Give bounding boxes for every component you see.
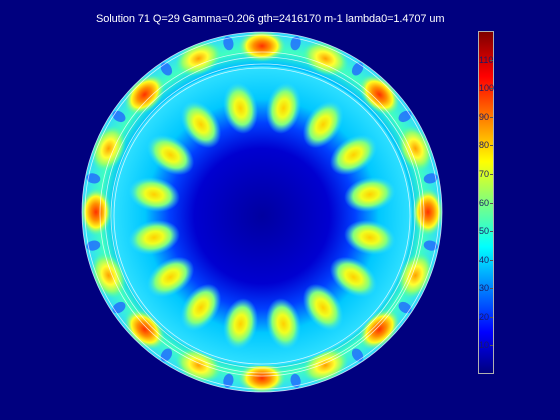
outer-lobe-gap xyxy=(86,240,101,251)
inner-mode-lobe xyxy=(128,220,180,255)
inner-mode-lobe xyxy=(266,298,301,350)
outer-lobe-gap xyxy=(112,301,126,314)
outer-mode-lobe xyxy=(82,188,112,236)
outer-lobe-gap xyxy=(160,348,173,362)
outer-lobe-gap xyxy=(223,373,234,388)
inner-mode-lobe xyxy=(180,283,222,332)
inner-mode-lobe xyxy=(223,298,258,350)
outer-lobe-gap xyxy=(223,36,234,51)
outer-mode-lobe xyxy=(175,41,222,77)
inner-mode-lobe xyxy=(344,220,396,255)
outer-mode-lobe xyxy=(238,32,286,62)
outer-lobe-gap xyxy=(112,110,126,123)
inner-mode-lobe xyxy=(128,177,180,212)
outer-lobe-gap xyxy=(423,173,438,184)
inner-mode-lobe xyxy=(180,100,222,149)
inner-mode-lobe xyxy=(344,177,396,212)
inner-mode-lobe xyxy=(302,100,344,149)
outer-lobe-gap xyxy=(398,301,412,314)
colorbar xyxy=(478,31,494,374)
outer-mode-lobe xyxy=(238,362,286,392)
outer-mode-lobe xyxy=(91,125,127,172)
resonator-disk xyxy=(81,31,443,393)
outer-lobe-gap xyxy=(160,62,173,76)
inner-mode-lobe xyxy=(329,134,378,176)
plot-title: Solution 71 Q=29 Gamma=0.206 gth=2416170… xyxy=(96,13,445,25)
outer-lobe-gap xyxy=(398,110,412,123)
outer-lobe-gap xyxy=(351,62,364,76)
outer-mode-lobe xyxy=(397,125,433,172)
inner-mode-lobe xyxy=(223,82,258,134)
inner-mode-lobe xyxy=(302,283,344,332)
outer-lobe-gap xyxy=(86,173,101,184)
inner-mode-lobe xyxy=(329,256,378,298)
inner-mode-lobe xyxy=(146,134,195,176)
outer-lobe-gap xyxy=(351,348,364,362)
inner-mode-lobe xyxy=(266,82,301,134)
inner-mode-lobe xyxy=(146,256,195,298)
outer-mode-lobe xyxy=(302,41,349,77)
outer-lobe-gap xyxy=(290,373,301,388)
outer-lobe-gap xyxy=(290,36,301,51)
outer-lobe-gap xyxy=(423,240,438,251)
